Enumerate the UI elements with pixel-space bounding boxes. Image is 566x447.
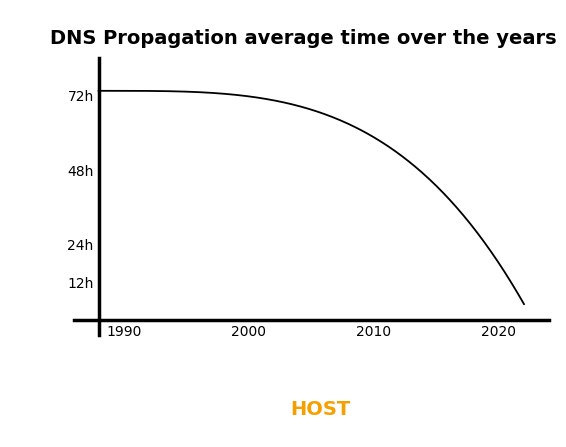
Text: DNS Propagation average time over the years: DNS Propagation average time over the ye… — [50, 29, 556, 48]
Text: HOST: HOST — [290, 400, 350, 418]
Text: COPA: COPA — [231, 400, 289, 418]
Text: «: « — [183, 395, 203, 423]
Text: «: « — [201, 395, 221, 423]
